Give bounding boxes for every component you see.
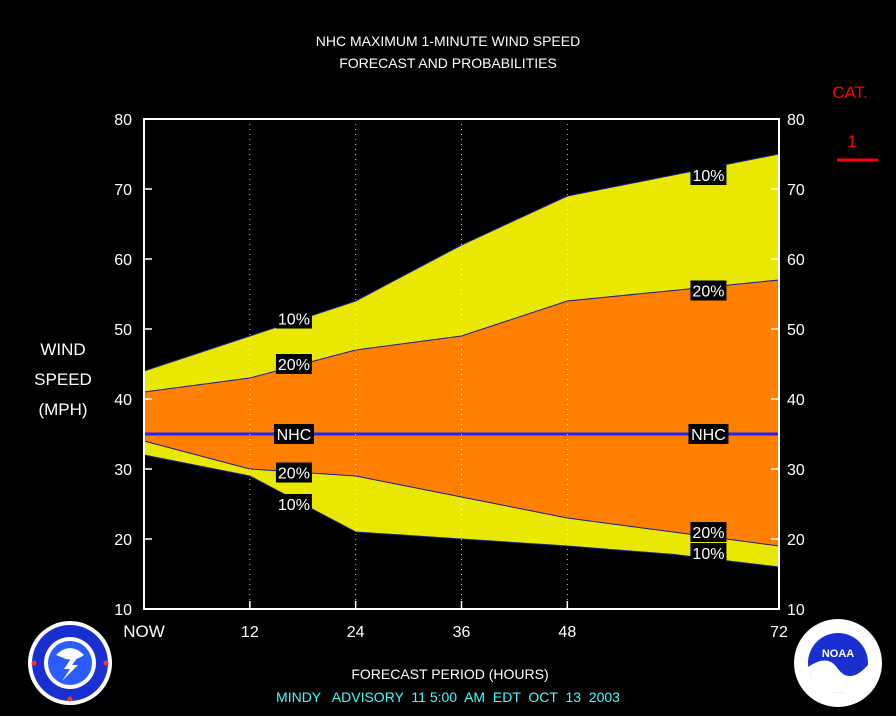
x-tick-label: 72 (770, 624, 788, 641)
series-label-bg (275, 354, 312, 374)
series-label-bg (275, 494, 312, 514)
category-label: CAT. (832, 83, 868, 102)
series-label-bg (688, 424, 729, 444)
series-label-bg (690, 522, 727, 542)
series-label: NHC (691, 427, 726, 444)
series-label-bg (273, 424, 314, 444)
noaa-logo: NOAA (794, 619, 882, 707)
probability-bands (143, 153, 780, 568)
y-tick-label-left: 10 (114, 602, 132, 619)
series-label: 10% (692, 546, 724, 563)
series-labels: 10% 20% NHC 20% 10% 10% 20% NHC 20% 10% (273, 165, 729, 563)
y-tick-label-left: 40 (114, 392, 132, 409)
series-label: 20% (692, 284, 724, 301)
y-tick-label-right: 50 (787, 322, 805, 339)
series-label: NHC (277, 427, 312, 444)
y-tick-label-right: 30 (787, 462, 805, 479)
chart-title-line1: NHC MAXIMUM 1-MINUTE WIND SPEED (316, 33, 580, 49)
series-label-bg (275, 462, 312, 483)
series-label: 20% (278, 357, 310, 374)
series-label-bg (690, 280, 727, 301)
series-label: 20% (692, 525, 724, 542)
x-tick-label: 24 (347, 624, 365, 641)
y-tick-label-left: 70 (114, 182, 132, 199)
series-label: 10% (278, 497, 310, 514)
series-label: 10% (278, 312, 310, 329)
advisory-footer: MINDY ADVISORY 11 5:00 AM EDT OCT 13 200… (276, 689, 620, 705)
y-tick-label-right: 70 (787, 182, 805, 199)
axes: 10 10 20 20 30 30 40 40 50 50 60 60 70 70 80 80 NOW 12 24 3… (114, 112, 805, 641)
y-tick-label-right: 20 (787, 532, 805, 549)
x-tick-label: 12 (241, 624, 259, 641)
band-20-percent (144, 280, 779, 546)
nws-logo (28, 621, 112, 705)
y-tick-label-left: 20 (114, 532, 132, 549)
y-tick-label-left: 50 (114, 322, 132, 339)
y-tick-label-left: 30 (114, 462, 132, 479)
series-label-bg (690, 165, 727, 185)
y-tick-label-right: 80 (787, 112, 805, 129)
y-axis-label-line3: (MPH) (38, 400, 87, 419)
x-axis-label: FORECAST PERIOD (HOURS) (351, 666, 548, 682)
chart-title-line2: FORECAST AND PROBABILITIES (339, 55, 557, 71)
y-tick-label-right: 40 (787, 392, 805, 409)
series-label-bg (690, 543, 727, 563)
y-tick-label-right: 60 (787, 252, 805, 269)
noaa-logo-text: NOAA (822, 648, 854, 660)
x-tick-label: 48 (558, 624, 576, 641)
y-tick-label-left: 80 (114, 112, 132, 129)
x-tick-label: 36 (453, 624, 471, 641)
y-tick-label-right: 10 (787, 602, 805, 619)
series-label: 10% (692, 168, 724, 185)
line-upper-20 (143, 279, 780, 393)
series-label-bg (275, 308, 312, 329)
series-label: 20% (278, 466, 310, 483)
grid-lines (249, 119, 568, 609)
x-tick-label: NOW (123, 622, 165, 641)
y-axis-label-line1: WIND (40, 340, 85, 359)
y-axis-label-line2: SPEED (34, 370, 92, 389)
y-tick-label-left: 60 (114, 252, 132, 269)
category-value: 1 (847, 132, 856, 151)
